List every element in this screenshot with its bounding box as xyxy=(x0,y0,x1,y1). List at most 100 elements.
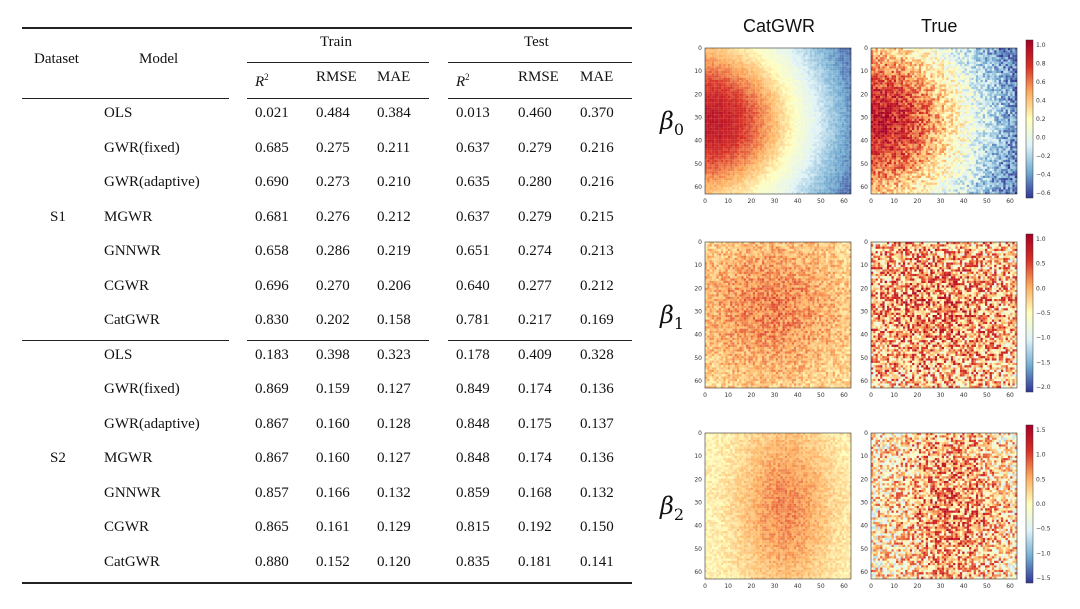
colorbar-tick: 0.0 xyxy=(1036,135,1046,142)
column-title-true: True xyxy=(921,16,957,37)
table-cell-test-rmse: 0.168 xyxy=(518,484,552,502)
table-cell-train-r2: 0.696 xyxy=(255,277,289,295)
table-cell-test-r2: 0.848 xyxy=(456,415,490,433)
x-axis-tick: 50 xyxy=(983,198,991,205)
header-test-r2: R2 xyxy=(456,68,470,91)
table-cell-train-mae: 0.219 xyxy=(377,242,411,260)
table-cell-train-r2: 0.183 xyxy=(255,346,289,364)
x-axis-tick: 50 xyxy=(983,583,991,590)
y-axis-tick: 40 xyxy=(694,138,702,145)
colorbar-tick: −0.2 xyxy=(1036,153,1051,160)
table-cell-train-mae: 0.128 xyxy=(377,415,411,433)
table-cell-test-mae: 0.132 xyxy=(580,484,614,502)
colorbar: 1.0 0.5 0.0 −0.5 −1.0 −1.5 −2.0 xyxy=(1025,233,1051,393)
table-cell-train-mae: 0.210 xyxy=(377,173,411,191)
header-bottom-rule xyxy=(22,98,229,99)
x-axis-tick: 50 xyxy=(983,392,991,399)
group-separator-rule xyxy=(22,340,229,341)
table-cell-test-mae: 0.141 xyxy=(580,553,614,571)
x-axis-tick: 50 xyxy=(817,392,825,399)
colorbar-tick: −0.6 xyxy=(1036,190,1051,197)
beta-subscript: 2 xyxy=(674,505,684,524)
table-cell-train-mae: 0.127 xyxy=(377,449,411,467)
colorbar-tick: −1.0 xyxy=(1036,550,1051,557)
table-cell-test-rmse: 0.277 xyxy=(518,277,552,295)
table-cell-train-rmse: 0.160 xyxy=(316,415,350,433)
x-axis-tick: 60 xyxy=(1006,583,1014,590)
table-cell-model: CGWR xyxy=(104,518,149,536)
table-cell-model: GNNWR xyxy=(104,242,161,260)
table-cell-model: CatGWR xyxy=(104,553,160,571)
table-cell-train-rmse: 0.160 xyxy=(316,449,350,467)
header-test: Test xyxy=(524,33,549,51)
x-axis-tick: 30 xyxy=(771,392,779,399)
x-axis-tick: 60 xyxy=(840,583,848,590)
colorbar-tick: −1.0 xyxy=(1036,335,1051,342)
table-cell-train-mae: 0.132 xyxy=(377,484,411,502)
y-axis-tick: 50 xyxy=(860,546,868,553)
x-axis-tick: 20 xyxy=(914,392,922,399)
y-axis-tick: 10 xyxy=(694,68,702,75)
colorbar: 1.5 1.0 0.5 0.0 −0.5 −1.0 −1.5 xyxy=(1025,424,1051,584)
table-cell-test-mae: 0.169 xyxy=(580,311,614,329)
x-axis-tick: 30 xyxy=(771,198,779,205)
y-axis-tick: 20 xyxy=(860,285,868,292)
colorbar: 1.0 0.8 0.6 0.4 0.2 0.0 −0.2 −0.4 −0.6 xyxy=(1025,39,1051,199)
colorbar-tick: −1.5 xyxy=(1036,575,1051,582)
colorbar-tick: 1.0 xyxy=(1036,236,1046,243)
x-axis-tick: 0 xyxy=(703,392,707,399)
header-train-r2: R2 xyxy=(255,68,269,91)
y-axis-tick: 20 xyxy=(860,91,868,98)
y-axis-tick: 60 xyxy=(694,569,702,576)
x-axis-tick: 30 xyxy=(937,198,945,205)
x-axis-tick: 0 xyxy=(869,198,873,205)
beta-symbol: β xyxy=(660,107,674,135)
x-axis-tick: 30 xyxy=(771,583,779,590)
y-axis-tick: 0 xyxy=(698,430,702,437)
x-axis-tick: 20 xyxy=(914,583,922,590)
x-axis-tick: 30 xyxy=(937,392,945,399)
group-separator-rule-test xyxy=(448,340,632,341)
heatmap-catgwr: 0 0 10 10 20 20 30 30 40 40 50 50 60 60 xyxy=(694,239,852,399)
table-cell-train-mae: 0.384 xyxy=(377,104,411,122)
beta-row-label: β1 xyxy=(660,301,684,333)
y-axis-tick: 60 xyxy=(860,569,868,576)
colorbar-tick: −1.5 xyxy=(1036,359,1051,366)
y-axis-tick: 20 xyxy=(694,285,702,292)
table-cell-train-mae: 0.120 xyxy=(377,553,411,571)
colorbar-tick: 1.5 xyxy=(1036,427,1046,434)
y-axis-tick: 0 xyxy=(864,430,868,437)
y-axis-tick: 30 xyxy=(860,115,868,122)
colorbar-tick: 0.5 xyxy=(1036,476,1046,483)
table-cell-train-mae: 0.129 xyxy=(377,518,411,536)
x-axis-tick: 60 xyxy=(840,198,848,205)
table-cell-test-rmse: 0.175 xyxy=(518,415,552,433)
y-axis-tick: 10 xyxy=(860,453,868,460)
table-cell-train-r2: 0.830 xyxy=(255,311,289,329)
table-cell-test-r2: 0.859 xyxy=(456,484,490,502)
y-axis-tick: 10 xyxy=(860,68,868,75)
x-axis-tick: 10 xyxy=(724,392,732,399)
y-axis-tick: 0 xyxy=(698,239,702,246)
table-cell-train-r2: 0.867 xyxy=(255,415,289,433)
train-header-rule xyxy=(247,62,429,63)
x-axis-tick: 0 xyxy=(703,583,707,590)
table-cell-test-mae: 0.328 xyxy=(580,346,614,364)
table-cell-test-mae: 0.137 xyxy=(580,415,614,433)
y-axis-tick: 20 xyxy=(694,476,702,483)
header-train-rmse: RMSE xyxy=(316,68,357,86)
table-cell-model: GWR(adaptive) xyxy=(104,415,200,433)
y-axis-tick: 50 xyxy=(860,355,868,362)
x-axis-tick: 10 xyxy=(724,198,732,205)
table-cell-test-rmse: 0.174 xyxy=(518,449,552,467)
x-axis-tick: 40 xyxy=(960,583,968,590)
y-axis-tick: 0 xyxy=(864,45,868,52)
heatmap-true: 0 0 10 10 20 20 30 30 40 40 50 50 60 60 xyxy=(860,430,1018,590)
y-axis-tick: 30 xyxy=(860,500,868,507)
table-cell-train-rmse: 0.276 xyxy=(316,208,350,226)
results-table: Dataset Model Train Test R2 RMSE MAE R2 … xyxy=(22,27,632,584)
table-cell-train-rmse: 0.152 xyxy=(316,553,350,571)
table-cell-test-rmse: 0.181 xyxy=(518,553,552,571)
x-axis-tick: 0 xyxy=(869,392,873,399)
table-cell-model: GWR(fixed) xyxy=(104,139,180,157)
